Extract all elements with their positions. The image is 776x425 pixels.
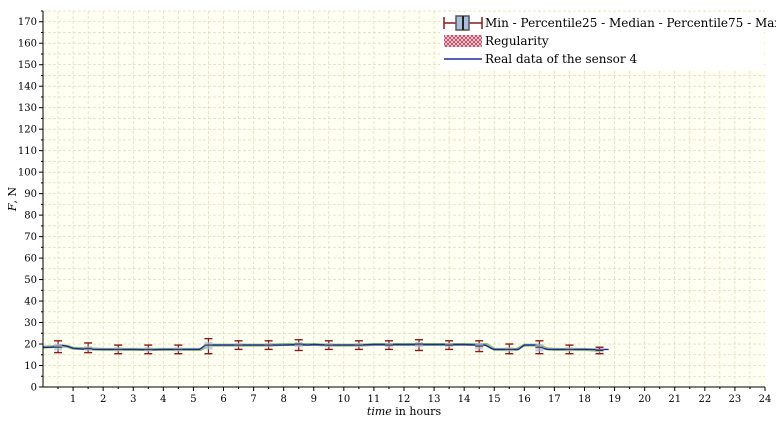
x-tick-label: 18 (578, 394, 591, 405)
x-tick-label: 13 (428, 394, 441, 405)
x-tick-label: 12 (398, 394, 411, 405)
x-tick-label: 10 (337, 394, 350, 405)
boxplot-box (204, 341, 213, 350)
y-axis-title: F, N (6, 186, 19, 212)
x-tick-label: 11 (368, 394, 381, 405)
x-tick-label: 17 (548, 394, 561, 405)
y-tick-label: 130 (18, 103, 37, 114)
y-tick-label: 40 (24, 297, 37, 308)
x-tick-label: 14 (458, 394, 471, 405)
legend-label: Min - Percentile25 - Median - Percentile… (485, 16, 776, 30)
boxplot (384, 340, 393, 351)
x-tick-label: 22 (698, 394, 711, 405)
y-tick-label: 80 (24, 211, 37, 222)
y-tick-label: 160 (18, 39, 37, 50)
legend-hatched-icon (444, 35, 482, 47)
y-tick-label: 120 (18, 125, 37, 136)
x-tick-label: 21 (668, 394, 681, 405)
legend-item-regularity: Regularity (444, 34, 549, 48)
boxplot-box (535, 344, 544, 352)
boxplot (174, 344, 183, 355)
x-tick-label: 4 (160, 394, 166, 405)
y-tick-label: 150 (18, 60, 37, 71)
legend-label: Real data of the sensor 4 (485, 52, 637, 66)
axes (39, 10, 766, 391)
legend-label: Regularity (485, 34, 549, 48)
y-tick-label: 50 (24, 275, 37, 286)
y-tick-label: 60 (24, 254, 37, 265)
boxplot (415, 339, 424, 352)
y-tick-label: 70 (24, 232, 37, 243)
y-tick-label: 90 (24, 189, 37, 200)
boxplot (234, 340, 243, 351)
y-tick-label: 20 (24, 340, 37, 351)
y-tick-label: 10 (24, 361, 37, 372)
x-tick-label: 15 (488, 394, 501, 405)
boxplot (595, 346, 604, 355)
boxplot (54, 340, 63, 354)
boxplot (294, 339, 303, 352)
x-tick-label: 1 (70, 394, 76, 405)
y-tick-label: 30 (24, 318, 37, 329)
x-tick-label: 5 (190, 394, 196, 405)
boxplot-box (415, 341, 424, 348)
x-tick-label: 2 (100, 394, 106, 405)
boxplot (204, 337, 213, 355)
legend-boxplot-icon (443, 15, 483, 31)
x-tick-label: 8 (280, 394, 286, 405)
boxplot (475, 340, 484, 353)
x-tick-label: 16 (518, 394, 531, 405)
x-tick-label: 6 (220, 394, 226, 405)
boxplot-box (595, 349, 604, 353)
legend: Min - Percentile25 - Median - Percentile… (440, 12, 776, 70)
y-tick-label: 0 (31, 383, 37, 394)
legend-item-sensor: Real data of the sensor 4 (444, 52, 637, 66)
grid (43, 10, 765, 387)
boxplot (535, 340, 544, 355)
boxplot-layer (54, 337, 604, 355)
y-tick-label: 110 (18, 146, 37, 157)
boxplot (114, 344, 123, 355)
y-tick-label: 140 (18, 82, 37, 93)
x-tick-label: 20 (638, 394, 651, 405)
boxplot (505, 343, 514, 355)
x-tick-label: 9 (311, 394, 317, 405)
boxplot-box (294, 341, 303, 348)
boxplot (144, 344, 153, 355)
x-tick-label: 7 (250, 394, 256, 405)
x-tick-label: 24 (759, 394, 772, 405)
y-tick-label: 170 (18, 17, 37, 28)
boxplot (565, 344, 574, 355)
boxplot (324, 340, 333, 351)
y-tick-label: 100 (18, 168, 37, 179)
legend-item-boxplot: Min - Percentile25 - Median - Percentile… (443, 15, 776, 31)
legend-background (440, 12, 764, 70)
x-tick-label: 23 (729, 394, 742, 405)
x-tick-label: 19 (608, 394, 621, 405)
x-axis-title: time in hours (367, 405, 442, 418)
boxplot (445, 340, 454, 351)
boxplot (84, 342, 93, 354)
tick-labels: 1 2 3 4 5 6 7 8 9 10 11 12 13 14 15 16 17 18 19 20 21 22 23 240… (18, 17, 771, 405)
x-tick-label: 3 (130, 394, 136, 405)
boxplot (354, 340, 363, 351)
boxplot (264, 340, 273, 351)
